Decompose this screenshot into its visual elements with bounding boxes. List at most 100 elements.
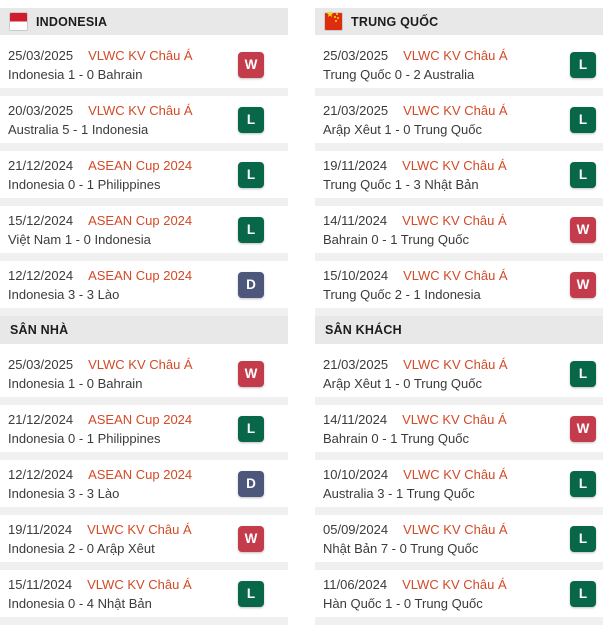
match-sections: 25/03/2025 VLWC KV Châu Á Indonesia 1 - … [0, 41, 288, 625]
match-row[interactable]: 21/03/2025 VLWC KV Châu Á Arập Xêut 1 - … [315, 96, 603, 151]
match-result: Indonesia 0 - 1 Philippines [8, 430, 161, 446]
match-info: 05/09/2024 VLWC KV Châu Á Nhật Bản 7 - 0… [323, 522, 570, 556]
china-flag-icon [325, 10, 342, 30]
match-info: 21/12/2024 ASEAN Cup 2024 Indonesia 0 - … [8, 158, 238, 192]
outcome-badge: L [238, 161, 264, 188]
indonesia-flag-icon [10, 13, 27, 30]
competition-link[interactable]: VLWC KV Châu Á [88, 47, 193, 63]
match-row[interactable]: 05/09/2024 VLWC KV Châu Á Nhật Bản 7 - 0… [315, 515, 603, 570]
competition-link[interactable]: VLWC KV Châu Á [88, 102, 193, 118]
outcome-badge: W [238, 360, 264, 387]
team-header: INDONESIA [0, 8, 288, 35]
outcome-badge: W [238, 51, 264, 78]
match-row[interactable]: 12/12/2024 ASEAN Cup 2024 Indonesia 3 - … [0, 261, 288, 316]
competition-link[interactable]: VLWC KV Châu Á [403, 356, 508, 372]
match-result: Indonesia 3 - 3 Lào [8, 485, 120, 501]
match-date: 15/11/2024 [8, 576, 73, 592]
competition-link[interactable]: ASEAN Cup 2024 [88, 212, 193, 228]
match-row[interactable]: 19/11/2024 VLWC KV Châu Á Trung Quốc 1 -… [315, 151, 603, 206]
competition-link[interactable]: VLWC KV Châu Á [403, 47, 508, 63]
match-result: Indonesia 0 - 1 Philippines [8, 176, 161, 192]
team-name: INDONESIA [36, 14, 108, 29]
match-info: 15/10/2024 VLWC KV Châu Á Trung Quốc 2 -… [323, 268, 570, 302]
outcome-badge: D [238, 470, 264, 497]
match-info: 19/11/2024 VLWC KV Châu Á Indonesia 2 - … [8, 522, 238, 556]
competition-link[interactable]: VLWC KV Châu Á [402, 157, 507, 173]
match-result: Indonesia 2 - 0 Arập Xêut [8, 540, 155, 556]
match-date: 25/03/2025 [8, 47, 74, 63]
competition-link[interactable]: VLWC KV Châu Á [402, 411, 507, 427]
competition-link[interactable]: VLWC KV Châu Á [87, 521, 192, 537]
match-row[interactable]: 25/03/2025 VLWC KV Châu Á Indonesia 1 - … [0, 41, 288, 96]
match-row[interactable]: 14/11/2024 VLWC KV Châu Á Bahrain 0 - 1 … [315, 405, 603, 460]
competition-link[interactable]: VLWC KV Châu Á [88, 356, 193, 372]
match-info: 25/03/2025 VLWC KV Châu Á Trung Quốc 0 -… [323, 48, 570, 82]
match-date: 20/03/2025 [8, 102, 74, 118]
competition-link[interactable]: VLWC KV Châu Á [403, 466, 508, 482]
match-row[interactable]: 14/11/2024 VLWC KV Châu Á Bahrain 0 - 1 … [315, 206, 603, 261]
match-date: 14/11/2024 [323, 212, 388, 228]
match-date: 12/12/2024 [8, 267, 74, 283]
competition-link[interactable]: VLWC KV Châu Á [87, 576, 192, 592]
competition-link[interactable]: ASEAN Cup 2024 [88, 466, 193, 482]
match-result: Nhật Bản 7 - 0 Trung Quốc [323, 540, 479, 556]
match-row[interactable]: 21/12/2024 ASEAN Cup 2024 Indonesia 0 - … [0, 405, 288, 460]
match-row[interactable]: 15/10/2024 VLWC KV Châu Á Trung Quốc 2 -… [315, 261, 603, 316]
match-result: Arập Xêut 1 - 0 Trung Quốc [323, 121, 482, 137]
match-info: 14/11/2024 VLWC KV Châu Á Bahrain 0 - 1 … [323, 213, 570, 247]
match-info: 21/03/2025 VLWC KV Châu Á Arập Xêut 1 - … [323, 103, 570, 137]
outcome-badge: L [570, 161, 596, 188]
match-date: 25/03/2025 [8, 356, 74, 372]
match-date: 10/10/2024 [323, 466, 389, 482]
team-header: TRUNG QUỐC [315, 8, 603, 35]
match-date: 11/06/2024 [323, 576, 388, 592]
competition-link[interactable]: ASEAN Cup 2024 [88, 267, 193, 283]
match-result: Indonesia 0 - 4 Nhật Bản [8, 595, 152, 611]
match-info: 11/06/2024 VLWC KV Châu Á Hàn Quốc 1 - 0… [323, 577, 570, 611]
competition-link[interactable]: VLWC KV Châu Á [402, 212, 507, 228]
match-date: 25/03/2025 [323, 47, 389, 63]
competition-link[interactable]: ASEAN Cup 2024 [88, 411, 193, 427]
match-result: Trung Quốc 1 - 3 Nhật Bản [323, 176, 479, 192]
match-sections: 25/03/2025 VLWC KV Châu Á Trung Quốc 0 -… [315, 41, 603, 625]
match-row[interactable]: 25/03/2025 VLWC KV Châu Á Trung Quốc 0 -… [315, 41, 603, 96]
outcome-badge: L [238, 106, 264, 133]
match-row[interactable]: 15/11/2024 VLWC KV Châu Á Indonesia 0 - … [0, 570, 288, 625]
match-row[interactable]: 10/10/2024 VLWC KV Châu Á Australia 3 - … [315, 460, 603, 515]
match-info: 20/03/2025 VLWC KV Châu Á Australia 5 - … [8, 103, 238, 137]
team-column: TRUNG QUỐC 25/03/2025 VLWC KV Châu Á Tru… [315, 8, 603, 625]
outcome-badge: L [570, 51, 596, 78]
team-name: TRUNG QUỐC [351, 14, 439, 29]
outcome-badge: L [238, 415, 264, 442]
competition-link[interactable]: VLWC KV Châu Á [402, 576, 507, 592]
match-row[interactable]: 25/03/2025 VLWC KV Châu Á Indonesia 1 - … [0, 350, 288, 405]
outcome-badge: L [570, 360, 596, 387]
match-row[interactable]: 12/12/2024 ASEAN Cup 2024 Indonesia 3 - … [0, 460, 288, 515]
section-title: SÂN NHÀ [10, 323, 69, 337]
match-info: 14/11/2024 VLWC KV Châu Á Bahrain 0 - 1 … [323, 412, 570, 446]
competition-link[interactable]: VLWC KV Châu Á [403, 102, 508, 118]
match-info: 19/11/2024 VLWC KV Châu Á Trung Quốc 1 -… [323, 158, 570, 192]
outcome-badge: W [570, 271, 596, 298]
match-info: 15/12/2024 ASEAN Cup 2024 Việt Nam 1 - 0… [8, 213, 238, 247]
match-row[interactable]: 19/11/2024 VLWC KV Châu Á Indonesia 2 - … [0, 515, 288, 570]
match-row[interactable]: 21/12/2024 ASEAN Cup 2024 Indonesia 0 - … [0, 151, 288, 206]
outcome-badge: W [570, 415, 596, 442]
match-result: Trung Quốc 0 - 2 Australia [323, 66, 475, 82]
match-row[interactable]: 21/03/2025 VLWC KV Châu Á Arập Xêut 1 - … [315, 350, 603, 405]
competition-link[interactable]: ASEAN Cup 2024 [88, 157, 193, 173]
section-title: SÂN KHÁCH [325, 323, 402, 337]
match-date: 21/03/2025 [323, 102, 389, 118]
match-row[interactable]: 11/06/2024 VLWC KV Châu Á Hàn Quốc 1 - 0… [315, 570, 603, 625]
outcome-badge: L [570, 470, 596, 497]
competition-link[interactable]: VLWC KV Châu Á [403, 521, 508, 537]
outcome-badge: L [570, 106, 596, 133]
competition-link[interactable]: VLWC KV Châu Á [403, 267, 508, 283]
outcome-badge: W [570, 216, 596, 243]
outcome-badge: W [238, 525, 264, 552]
match-result: Indonesia 1 - 0 Bahrain [8, 375, 143, 391]
match-info: 10/10/2024 VLWC KV Châu Á Australia 3 - … [323, 467, 570, 501]
match-row[interactable]: 15/12/2024 ASEAN Cup 2024 Việt Nam 1 - 0… [0, 206, 288, 261]
match-row[interactable]: 20/03/2025 VLWC KV Châu Á Australia 5 - … [0, 96, 288, 151]
